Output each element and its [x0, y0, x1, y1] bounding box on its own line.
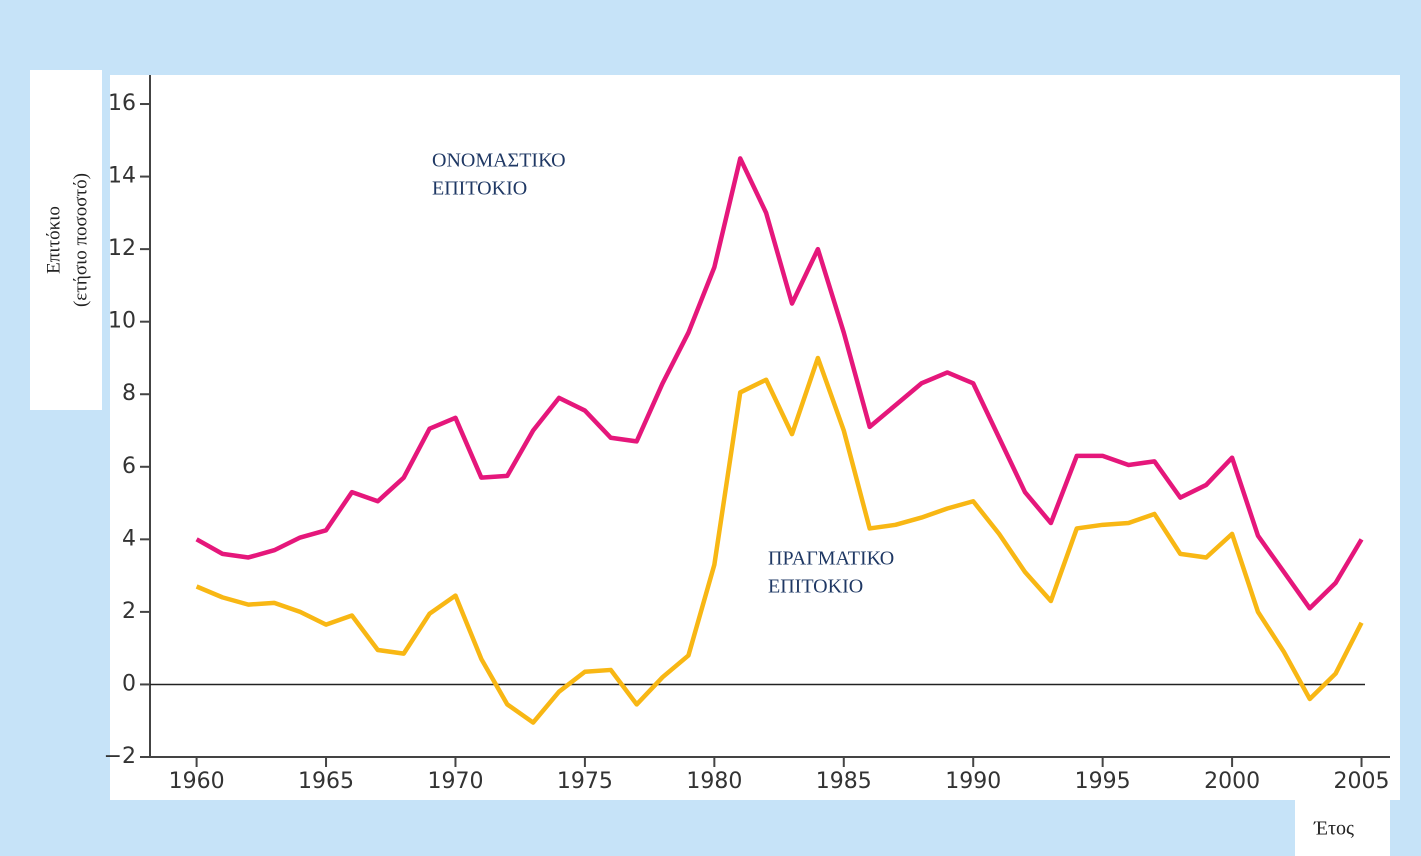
y-tick-label: 16	[108, 91, 136, 116]
x-axis-label: Έτος	[1313, 818, 1354, 840]
x-tick-label: 1995	[1075, 769, 1131, 794]
x-tick-label: 1990	[945, 769, 1001, 794]
data-line	[195, 156, 1364, 611]
series-annotation: ΟΝΟΜΑΣΤΙΚΟ	[432, 150, 566, 172]
series-annotation: ΠΡΑΓΜΑΤΙΚΟ	[768, 548, 894, 570]
series-annotation: ΕΠΙΤΟΚΙΟ	[768, 576, 863, 598]
xlabel-box	[1295, 800, 1390, 856]
y-tick-label: 6	[122, 454, 136, 479]
x-tick-label: 1975	[557, 769, 613, 794]
y-tick-label: 0	[122, 671, 136, 696]
y-tick-label: 8	[122, 381, 136, 406]
y-tick-label: 12	[108, 236, 136, 261]
x-tick-label: 1965	[298, 769, 354, 794]
y-tick-label: 10	[108, 309, 136, 334]
y-tick-label: 2	[122, 599, 136, 624]
ylabel-box	[30, 70, 102, 410]
y-tick-label: 4	[122, 526, 136, 551]
y-tick-label: 14	[108, 164, 136, 189]
y-axis-label: (ετήσιο ποσοστό)	[70, 173, 91, 307]
data-line	[195, 355, 1364, 725]
x-tick-label: 1985	[816, 769, 872, 794]
x-tick-label: 1980	[686, 769, 742, 794]
x-tick-label: 2000	[1204, 769, 1260, 794]
x-tick-label: 2005	[1334, 769, 1390, 794]
y-tick-label: −2	[104, 744, 136, 769]
y-axis-label: Επιτόκιο	[43, 206, 64, 274]
plot-area	[110, 75, 1400, 800]
series-annotation: ΕΠΙΤΟΚΙΟ	[432, 178, 527, 200]
x-tick-label: 1970	[427, 769, 483, 794]
x-tick-label: 1960	[169, 769, 225, 794]
